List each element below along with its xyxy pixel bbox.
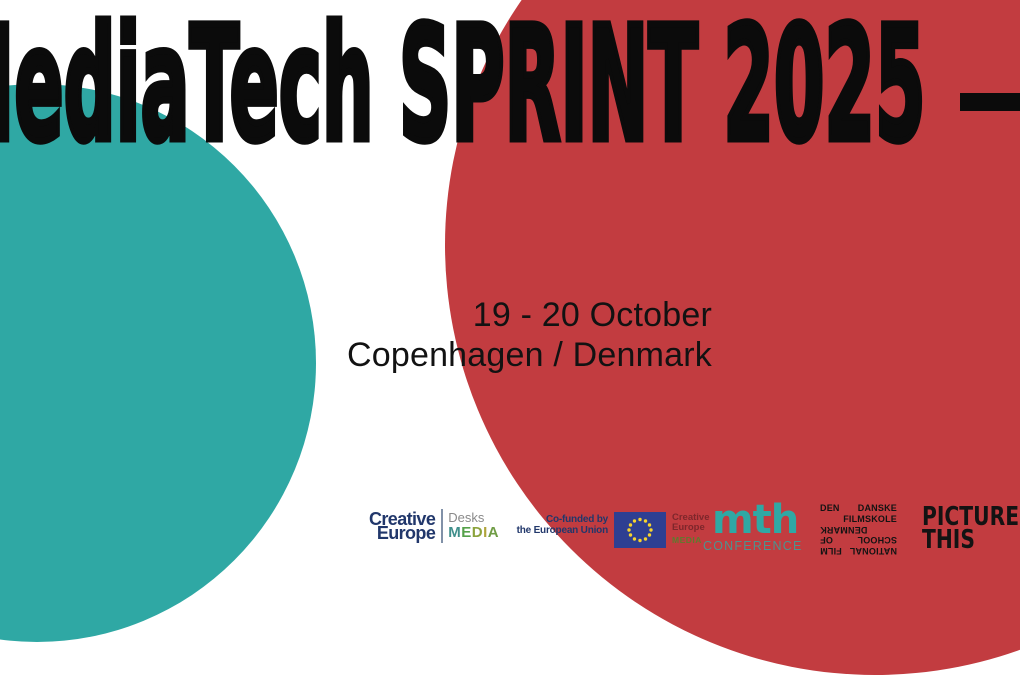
event-title-text: MediaTech SPRINT 2025 xyxy=(0,0,927,177)
film-school-logo: DEN DANSKE FILMSKOLE NATIONAL FILM SCHOO… xyxy=(820,503,897,556)
eu-cofunded-line1: Co-funded by xyxy=(545,514,608,525)
event-title: MediaTech SPRINT 2025 xyxy=(0,3,927,168)
film-school-danske: DANSKE xyxy=(857,503,897,513)
picture-this-line1: PICTURE xyxy=(922,502,1020,532)
film-school-film: FILM xyxy=(820,545,842,556)
film-school-filmskole: FILMSKOLE xyxy=(843,513,897,524)
media-letter: I xyxy=(483,524,488,541)
creative-europe-desks-media-logo: Creative Europe Desks MEDIA xyxy=(369,509,499,543)
logo-divider xyxy=(441,509,444,543)
picture-this-logo: PICTURE THIS xyxy=(922,502,1020,555)
mth-conference-logo: mth CONFERENCE xyxy=(703,497,803,553)
film-school-denmark: DENMARK xyxy=(820,524,868,535)
eu-brand-media: MEDIA xyxy=(672,535,702,545)
film-school-row: NATIONAL FILM xyxy=(820,545,897,556)
desks-label: Desks xyxy=(448,510,485,525)
film-school-den: DEN xyxy=(820,503,840,513)
desks-media-wordmark: Desks MEDIA xyxy=(448,511,499,541)
eu-brand-line2: Europe xyxy=(672,521,705,533)
film-school-row: SCHOOL OF xyxy=(820,535,897,546)
eu-cofunded-line2: the European Union xyxy=(516,525,609,536)
creative-europe-line1: Creative xyxy=(369,508,436,529)
event-info: 19 - 20 October Copenhagen / Denmark xyxy=(262,295,712,375)
title-dash xyxy=(960,93,1020,111)
media-letter: D xyxy=(471,524,484,541)
eu-cofunded-logo: Co-funded by the European Union Creative… xyxy=(512,512,710,548)
media-letter: M xyxy=(448,524,462,541)
film-school-national: NATIONAL xyxy=(849,545,897,556)
film-school-rotated-block: NATIONAL FILM SCHOOL OF DENMARK xyxy=(820,524,897,556)
event-location: Copenhagen / Denmark xyxy=(346,336,712,374)
film-school-row: DEN DANSKE xyxy=(820,503,897,514)
media-label: MEDIA xyxy=(448,525,499,541)
mth-wordmark: mth xyxy=(712,497,799,543)
eu-brand-line1: Creative xyxy=(672,512,710,523)
creative-europe-wordmark: Creative Europe xyxy=(369,508,436,543)
film-school-of: OF xyxy=(820,535,833,546)
picture-this-line2: THIS xyxy=(922,525,975,555)
eu-cofunded-text: Co-funded by the European Union xyxy=(512,514,609,536)
event-dates: 19 - 20 October xyxy=(472,296,712,334)
film-school-school: SCHOOL xyxy=(857,535,897,546)
media-letter: A xyxy=(487,524,500,541)
eu-flag-icon xyxy=(614,512,666,548)
creative-europe-line2: Europe xyxy=(376,523,436,543)
creative-europe-media-wordmark: Creative Europe MEDIA xyxy=(672,513,710,545)
media-letter: E xyxy=(461,524,472,541)
mth-conference-label: CONFERENCE xyxy=(703,539,803,553)
